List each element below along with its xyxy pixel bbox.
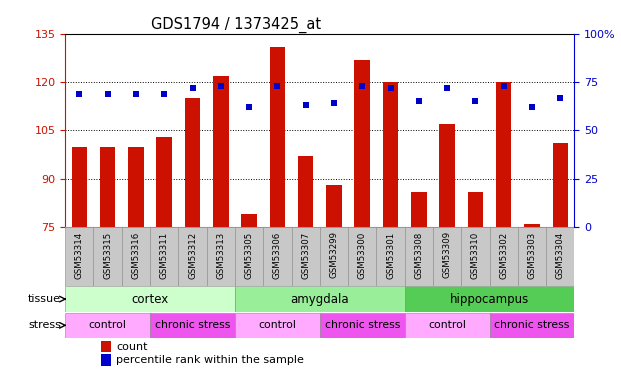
Bar: [128, 147, 143, 227]
Bar: [320, 313, 405, 338]
Bar: [439, 124, 455, 227]
Bar: [207, 227, 235, 286]
Bar: [242, 214, 257, 227]
Bar: [101, 341, 111, 352]
Bar: [461, 227, 489, 286]
Bar: [178, 227, 207, 286]
Bar: [405, 286, 574, 312]
Text: cortex: cortex: [132, 292, 169, 306]
Text: chronic stress: chronic stress: [325, 320, 400, 330]
Bar: [235, 227, 263, 286]
Bar: [71, 147, 87, 227]
Bar: [411, 192, 427, 227]
Bar: [553, 143, 568, 227]
Text: hippocampus: hippocampus: [450, 292, 529, 306]
Text: GSM53310: GSM53310: [471, 231, 480, 279]
Text: GSM53301: GSM53301: [386, 231, 395, 279]
Bar: [156, 137, 172, 227]
Bar: [489, 313, 574, 338]
Bar: [518, 227, 546, 286]
Bar: [65, 286, 235, 312]
Text: chronic stress: chronic stress: [155, 320, 230, 330]
Text: GSM53316: GSM53316: [132, 231, 140, 279]
Bar: [65, 313, 150, 338]
Text: control: control: [258, 320, 296, 330]
Text: GSM53306: GSM53306: [273, 231, 282, 279]
Bar: [101, 354, 111, 366]
Bar: [496, 82, 512, 227]
Text: GSM53311: GSM53311: [160, 231, 169, 279]
Bar: [150, 313, 235, 338]
Bar: [524, 224, 540, 227]
Text: GSM53307: GSM53307: [301, 231, 310, 279]
Text: control: control: [428, 320, 466, 330]
Bar: [94, 227, 122, 286]
Text: GSM53312: GSM53312: [188, 231, 197, 279]
Bar: [433, 227, 461, 286]
Text: GSM53315: GSM53315: [103, 231, 112, 279]
Bar: [65, 227, 94, 286]
Bar: [326, 185, 342, 227]
Text: GSM53304: GSM53304: [556, 231, 564, 279]
Bar: [270, 46, 285, 227]
Text: control: control: [89, 320, 127, 330]
Text: amygdala: amygdala: [291, 292, 349, 306]
Bar: [405, 227, 433, 286]
Bar: [348, 227, 376, 286]
Bar: [376, 227, 405, 286]
Bar: [150, 227, 178, 286]
Bar: [383, 82, 398, 227]
Bar: [355, 60, 370, 227]
Text: GSM53300: GSM53300: [358, 231, 367, 279]
Bar: [122, 227, 150, 286]
Bar: [546, 227, 574, 286]
Text: percentile rank within the sample: percentile rank within the sample: [116, 355, 304, 365]
Bar: [100, 147, 116, 227]
Text: GSM53302: GSM53302: [499, 231, 508, 279]
Text: stress: stress: [28, 320, 61, 330]
Bar: [320, 227, 348, 286]
Text: GSM53305: GSM53305: [245, 231, 253, 279]
Bar: [291, 227, 320, 286]
Bar: [468, 192, 483, 227]
Text: GSM53309: GSM53309: [443, 231, 451, 279]
Bar: [405, 313, 489, 338]
Bar: [235, 286, 405, 312]
Bar: [298, 156, 314, 227]
Bar: [235, 313, 320, 338]
Text: chronic stress: chronic stress: [494, 320, 569, 330]
Text: GSM53308: GSM53308: [414, 231, 424, 279]
Bar: [213, 76, 229, 227]
Text: GSM53303: GSM53303: [527, 231, 537, 279]
Bar: [184, 98, 201, 227]
Text: GDS1794 / 1373425_at: GDS1794 / 1373425_at: [151, 17, 321, 33]
Text: count: count: [116, 342, 148, 352]
Bar: [489, 227, 518, 286]
Text: GSM53313: GSM53313: [216, 231, 225, 279]
Text: GSM53314: GSM53314: [75, 231, 84, 279]
Text: GSM53299: GSM53299: [330, 231, 338, 278]
Bar: [263, 227, 291, 286]
Text: tissue: tissue: [28, 294, 61, 304]
